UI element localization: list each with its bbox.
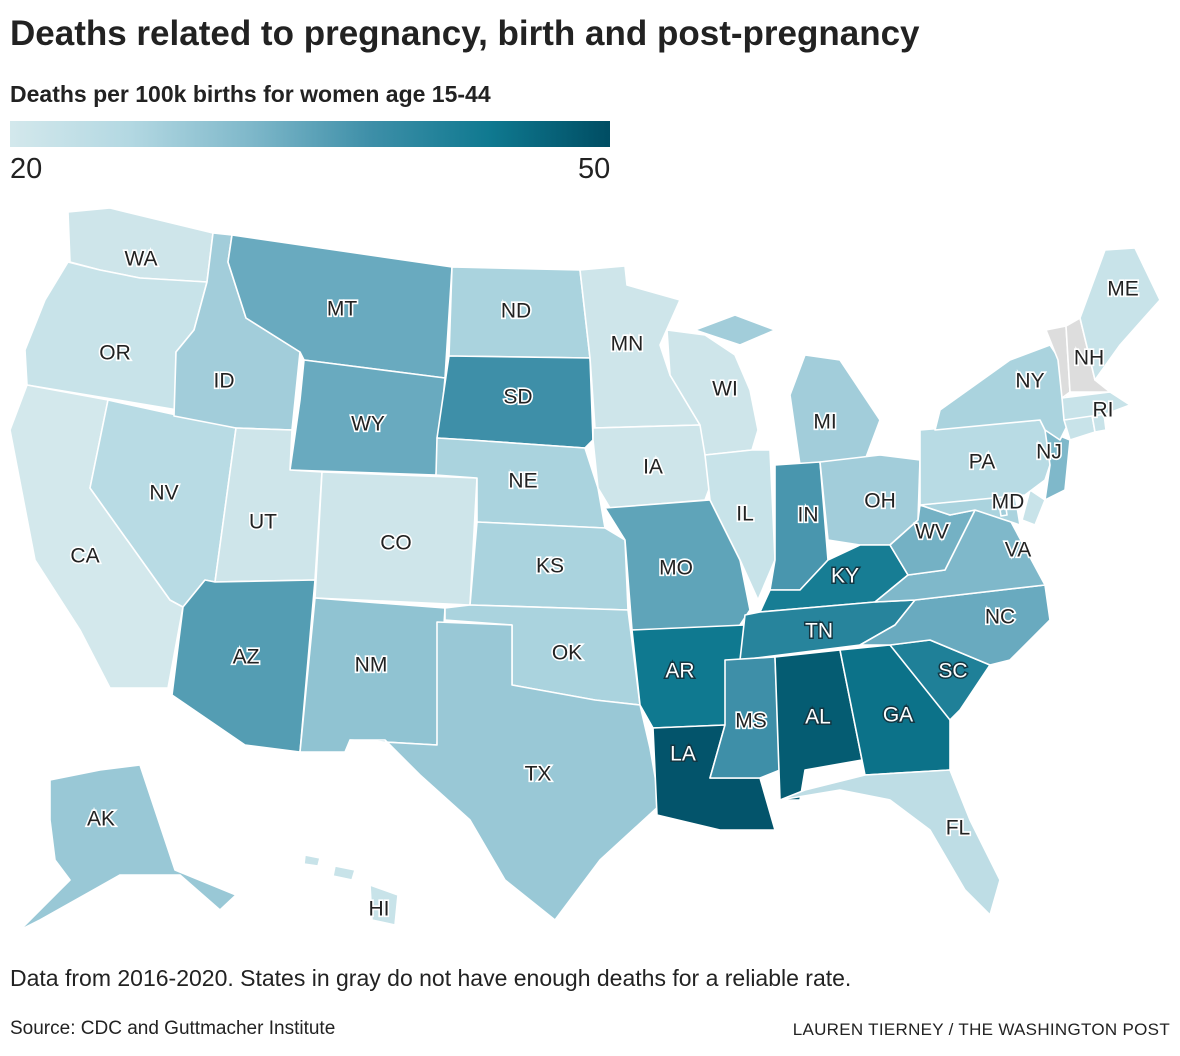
state-label-wy: WY xyxy=(351,413,385,436)
state-nj xyxy=(1044,429,1071,501)
state-mn xyxy=(579,265,701,429)
state-label-or: OR xyxy=(99,342,131,365)
us-states-map: WA OR CA NV ID MT WY UT CO AZ NM ND SD NE KS OK TX MN IA MO… xyxy=(9,207,1161,931)
state-label-oh: OH xyxy=(864,490,896,513)
state-label-tn: TN xyxy=(805,620,833,643)
legend-title: Deaths per 100k births for women age 15-… xyxy=(10,81,491,107)
state-de xyxy=(1021,489,1046,526)
state-nc xyxy=(859,584,1051,666)
state-label-ks: KS xyxy=(536,555,564,578)
state-label-la: LA xyxy=(670,743,696,766)
state-label-mt: MT xyxy=(327,298,357,321)
state-label-me: ME xyxy=(1107,278,1139,301)
state-fl xyxy=(779,769,1001,916)
state-label-mi: MI xyxy=(813,411,836,434)
state-label-ne: NE xyxy=(508,470,537,493)
state-label-wv: WV xyxy=(915,521,949,544)
state-label-ms: MS xyxy=(735,710,767,733)
state-label-tx: TX xyxy=(525,763,552,786)
source-line: Source: CDC and Guttmacher Institute xyxy=(10,1018,336,1039)
legend-min-label: 20 xyxy=(10,153,43,185)
state-label-ar: AR xyxy=(665,660,694,683)
state-label-fl: FL xyxy=(946,817,971,840)
state-me xyxy=(1079,247,1161,381)
state-ny xyxy=(934,344,1071,441)
map-title: Deaths related to pregnancy, birth and p… xyxy=(10,14,920,53)
state-ks xyxy=(469,521,629,611)
state-label-mo: MO xyxy=(659,557,693,580)
state-label-ri: RI xyxy=(1093,399,1114,422)
state-label-ut: UT xyxy=(249,511,277,534)
state-label-md: MD xyxy=(992,491,1025,514)
state-label-wi: WI xyxy=(712,378,738,401)
state-tx xyxy=(349,621,661,921)
state-wi xyxy=(666,329,759,456)
state-label-nd: ND xyxy=(501,300,531,323)
state-label-ia: IA xyxy=(643,456,663,479)
state-hi xyxy=(303,854,399,926)
state-nh xyxy=(1065,317,1111,393)
state-label-sd: SD xyxy=(503,386,532,409)
state-label-ak: AK xyxy=(87,808,115,831)
state-label-nm: NM xyxy=(355,654,388,677)
state-az xyxy=(171,579,316,753)
state-label-in: IN xyxy=(798,504,819,527)
state-ak xyxy=(19,764,237,931)
state-label-nj: NJ xyxy=(1036,441,1062,464)
state-label-al: AL xyxy=(805,706,831,729)
state-label-nv: NV xyxy=(149,482,178,505)
state-label-nh: NH xyxy=(1074,347,1104,370)
state-label-va: VA xyxy=(1005,539,1031,562)
state-label-mn: MN xyxy=(611,333,644,356)
state-label-wa: WA xyxy=(124,248,157,271)
state-label-ga: GA xyxy=(883,704,913,727)
state-label-hi: HI xyxy=(369,898,390,921)
state-wy xyxy=(289,359,446,476)
legend-max-label: 50 xyxy=(578,153,611,185)
state-label-nc: NC xyxy=(985,606,1015,629)
color-scale-bar xyxy=(10,121,610,147)
data-note: Data from 2016-2020. States in gray do n… xyxy=(10,965,852,991)
state-label-co: CO xyxy=(380,532,412,555)
state-label-il: IL xyxy=(736,503,754,526)
state-label-id: ID xyxy=(214,370,235,393)
state-label-ca: CA xyxy=(70,545,99,568)
state-label-ok: OK xyxy=(552,642,582,665)
state-ma xyxy=(1061,391,1131,421)
state-label-pa: PA xyxy=(969,451,995,474)
state-label-sc: SC xyxy=(938,660,967,683)
state-label-az: AZ xyxy=(233,646,260,669)
state-label-ky: KY xyxy=(831,565,859,588)
credit-line: LAUREN TIERNEY / THE WASHINGTON POST xyxy=(792,1020,1170,1039)
state-vt xyxy=(1045,325,1071,399)
state-dc xyxy=(999,507,1008,517)
state-label-ny: NY xyxy=(1015,370,1044,393)
state-il xyxy=(704,449,776,601)
